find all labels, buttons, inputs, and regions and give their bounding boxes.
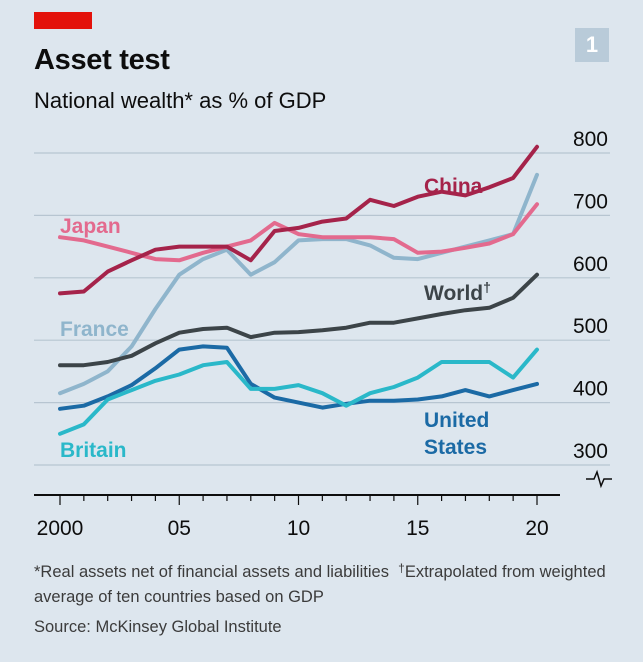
- series-label-france: France: [60, 318, 129, 341]
- series-line-china: [58, 144, 539, 296]
- footnote-dagger: Extrapolated from weighted average of te…: [34, 563, 606, 606]
- series-label-united-states-2: States: [424, 436, 487, 459]
- footnote-star: *Real assets net of financial assets and…: [34, 563, 389, 581]
- brand-red-tab: [34, 12, 92, 29]
- x-tick-label-2010: 10: [287, 517, 310, 540]
- series-line-world: [58, 272, 539, 368]
- chart-title: Asset test: [34, 44, 170, 76]
- series-label-world: World†: [424, 279, 491, 305]
- x-tick-label-2005: 05: [168, 517, 191, 540]
- series-label-united-states-1: United: [424, 409, 489, 432]
- y-tick-label-300: 300: [573, 440, 608, 463]
- series-label-japan: Japan: [60, 215, 121, 238]
- series-label-world-dagger: †: [483, 279, 491, 295]
- y-tick-label-800: 800: [573, 128, 608, 151]
- y-tick-label-700: 700: [573, 190, 608, 213]
- footnote: *Real assets net of financial assets and…: [34, 556, 634, 610]
- axis-break-icon: [586, 469, 612, 489]
- y-tick-label-600: 600: [573, 253, 608, 276]
- x-tick-label-2015: 15: [406, 517, 429, 540]
- series-line-united-states: [58, 344, 539, 411]
- series-label-china: China: [424, 175, 483, 198]
- series-label-britain: Britain: [60, 439, 127, 462]
- series-line-britain: [58, 347, 539, 436]
- y-tick-label-400: 400: [573, 378, 608, 401]
- y-tick-label-500: 500: [573, 315, 608, 338]
- x-tick-label-2020: 20: [525, 517, 548, 540]
- chart-subtitle: National wealth* as % of GDP: [34, 88, 327, 113]
- x-tick-label-2000: 2000: [37, 517, 84, 540]
- chart-number-badge: 1: [575, 28, 609, 62]
- line-chart: 300 400 500 600 700 800 2000 05 10 15 20 China Japan…: [34, 128, 612, 540]
- source-note: Source: McKinsey Global Institute: [34, 618, 282, 636]
- series-line-japan: [58, 202, 539, 263]
- footnote-dagger-mark: †: [398, 561, 405, 575]
